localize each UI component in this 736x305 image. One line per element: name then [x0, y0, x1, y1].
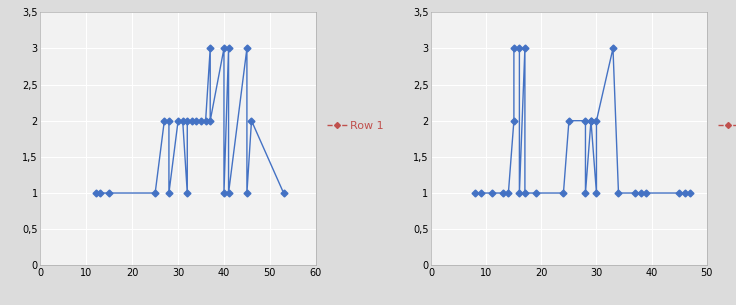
- Legend: Row 1: Row 1: [327, 121, 383, 131]
- Legend: Row 1: Row 1: [718, 121, 736, 131]
